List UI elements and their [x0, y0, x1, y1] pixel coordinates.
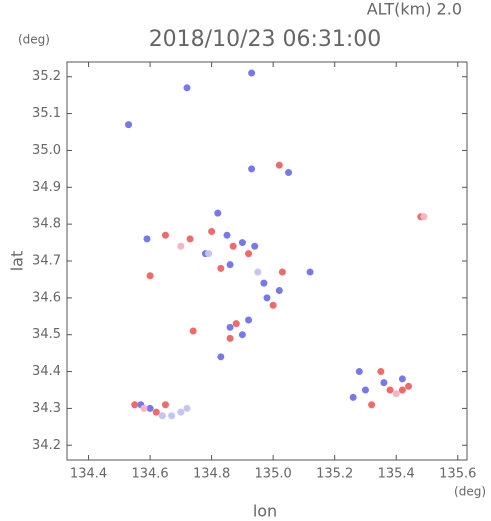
echo-point — [398, 386, 406, 394]
echo-point — [186, 235, 194, 243]
echo-point — [143, 235, 151, 243]
x-axis-label: lon — [253, 502, 277, 521]
echo-point — [420, 213, 428, 221]
x-tick-label: 135.6 — [439, 467, 476, 482]
echo-point — [177, 242, 185, 250]
echo-point — [161, 401, 169, 409]
y-tick-label: 34.9 — [32, 180, 61, 195]
echo-point — [238, 239, 246, 247]
echo-point — [238, 331, 246, 339]
echo-point — [392, 390, 400, 398]
y-unit: (deg) — [18, 33, 50, 47]
x-tick-label: 134.6 — [131, 467, 168, 482]
subtitle: ALT(km) 2.0 — [367, 0, 462, 19]
chart-title: 2018/10/23 06:31:00 — [149, 27, 382, 52]
y-tick-label: 34.5 — [32, 327, 61, 342]
echo-point — [248, 69, 256, 77]
echo-point — [232, 320, 240, 328]
y-axis-label: lat — [8, 251, 27, 272]
echo-point — [217, 353, 225, 361]
echo-point — [229, 242, 237, 250]
echo-point — [260, 279, 268, 287]
y-tick-label: 35.1 — [32, 106, 61, 121]
echo-point — [146, 272, 154, 280]
y-tick-label: 34.2 — [32, 438, 61, 453]
echo-point — [254, 268, 262, 276]
echo-point — [214, 209, 222, 217]
echo-point — [158, 412, 166, 420]
echo-point — [152, 408, 160, 416]
echo-point — [269, 301, 277, 309]
echo-point — [189, 327, 197, 335]
echo-point — [125, 121, 133, 129]
y-tick-label: 34.8 — [32, 217, 61, 232]
echo-point — [251, 242, 259, 250]
echo-point — [285, 169, 293, 177]
y-tick-label: 34.3 — [32, 401, 61, 416]
y-tick-label: 35.2 — [32, 69, 61, 84]
echo-point — [183, 404, 191, 412]
echo-point — [161, 231, 169, 239]
x-tick-label: 135.2 — [316, 467, 353, 482]
echo-point — [217, 264, 225, 272]
x-tick-label: 135.4 — [378, 467, 415, 482]
echo-point — [205, 250, 213, 258]
echo-point — [177, 408, 185, 416]
y-tick-label: 34.4 — [32, 364, 61, 379]
echo-point — [349, 393, 357, 401]
echo-point — [361, 386, 369, 394]
echo-point — [263, 294, 271, 302]
echo-point — [377, 368, 385, 376]
echo-point — [245, 316, 253, 324]
echo-point — [306, 268, 314, 276]
echo-point — [386, 386, 394, 394]
echo-point — [368, 401, 376, 409]
echo-point — [146, 404, 154, 412]
echo-point — [398, 375, 406, 383]
echo-point — [168, 412, 176, 420]
echo-point — [275, 286, 283, 294]
x-tick-label: 135.0 — [255, 467, 292, 482]
y-tick-label: 34.6 — [32, 290, 61, 305]
echo-point — [380, 379, 388, 387]
y-tick-label: 35.0 — [32, 143, 61, 158]
echo-point — [226, 261, 234, 269]
echo-point — [275, 161, 283, 169]
echo-point — [226, 334, 234, 342]
y-tick-label: 34.7 — [32, 254, 61, 269]
echo-point — [223, 231, 231, 239]
x-tick-label: 134.4 — [70, 467, 107, 482]
x-unit: (deg) — [454, 485, 486, 499]
echo-point — [248, 165, 256, 173]
echo-point — [405, 382, 413, 390]
echo-point — [355, 368, 363, 376]
echo-point — [245, 250, 253, 258]
echo-point — [226, 323, 234, 331]
x-tick-label: 134.8 — [193, 467, 230, 482]
echo-point — [208, 228, 216, 236]
echo-point — [183, 84, 191, 92]
echo-point — [131, 401, 139, 409]
echo-point — [140, 404, 148, 412]
echo-point — [278, 268, 286, 276]
